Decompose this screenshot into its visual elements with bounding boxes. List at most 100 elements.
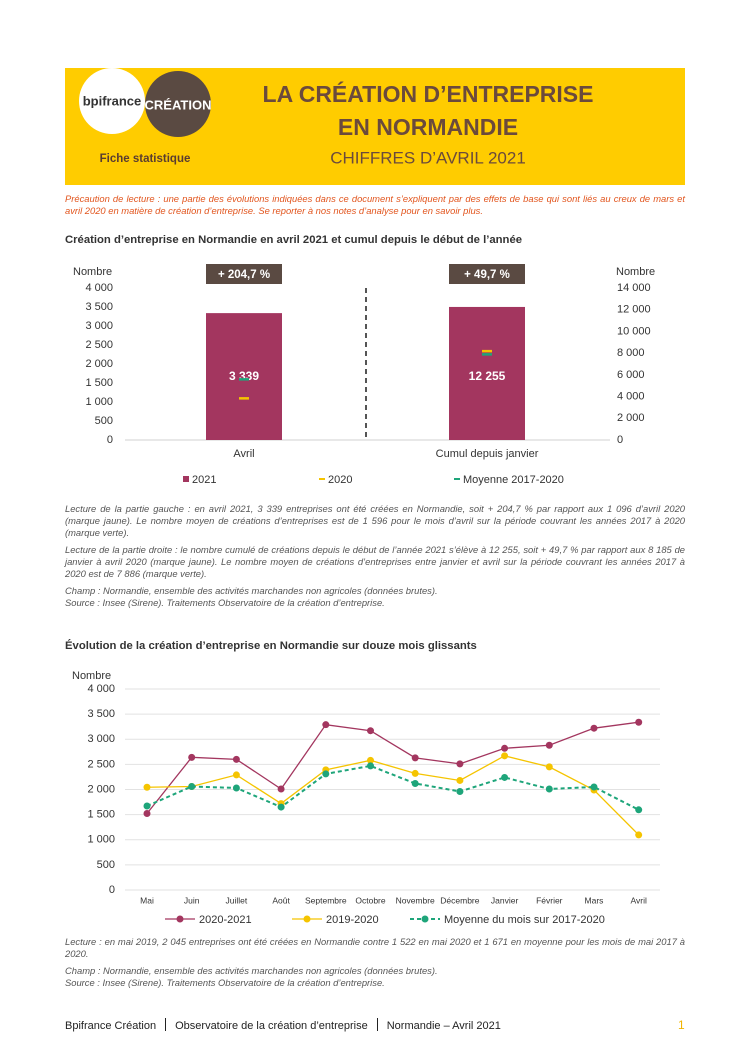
precaution: Précaution de lecture : une partie des é…	[65, 193, 685, 216]
y-tick-label: 1 000	[87, 834, 115, 846]
y-tick-label: 0	[107, 434, 113, 446]
annotation-box	[449, 264, 525, 284]
point	[411, 754, 419, 762]
footer-item: Bpifrance Création	[65, 1020, 157, 1032]
y-tick-label: 2 000	[85, 358, 113, 370]
annotation: + 49,7 %	[464, 269, 510, 281]
point	[501, 752, 509, 760]
legend-label: 2021	[192, 474, 216, 486]
x-tick-label: Avril	[233, 448, 254, 460]
y-tick-label: 4 000	[85, 282, 113, 294]
x-tick-label: Avril	[631, 895, 647, 905]
x-tick-label: Mars	[585, 895, 604, 905]
y-tick-label: 1 500	[87, 809, 115, 821]
bpifrance-logo	[79, 68, 145, 134]
y-tick-label: 2 500	[85, 339, 113, 351]
point	[545, 741, 553, 749]
axis-label: Nombre	[72, 670, 111, 682]
y-tick-label: 3 000	[85, 320, 113, 332]
point	[411, 779, 419, 787]
point	[143, 783, 151, 791]
x-tick-label: Octobre	[355, 895, 386, 905]
footer-item: Observatoire de la création d’entreprise	[175, 1020, 368, 1032]
logo-text: bpifrance	[83, 93, 142, 108]
point	[232, 784, 240, 792]
header-title: LA CRÉATION D’ENTREPRISE	[263, 80, 594, 107]
y2-tick-label: 2 000	[617, 412, 645, 424]
point	[501, 773, 509, 781]
value-label: 12 255	[469, 369, 506, 383]
separator	[165, 1018, 167, 1031]
note: Champ : Normandie, ensemble des activité…	[65, 965, 438, 976]
annotation-box	[206, 264, 282, 284]
y-tick-label: 0	[109, 884, 115, 896]
y2-tick-label: 12 000	[617, 304, 651, 316]
creation-logo	[145, 71, 211, 137]
point	[367, 762, 374, 770]
legend-label: 2019-2020	[326, 914, 379, 926]
point	[590, 724, 598, 732]
legend-swatch	[421, 915, 429, 923]
x-tick-label: Novembre	[396, 895, 435, 905]
point	[277, 803, 285, 811]
y-tick-label: 4 000	[87, 683, 115, 695]
x-tick-label: Cumul depuis janvier	[436, 448, 539, 460]
point	[456, 776, 464, 784]
point	[232, 755, 240, 763]
notes: Lecture de la partie gauche : en avril 2…	[65, 503, 685, 614]
point	[635, 831, 643, 839]
bar	[206, 313, 282, 440]
point	[545, 763, 553, 771]
fiche-label: Fiche statistique	[100, 153, 191, 165]
x-tick-label: Décembre	[440, 895, 479, 905]
legend-label: Moyenne 2017-2020	[463, 474, 564, 486]
y-tick-label: 500	[95, 415, 113, 427]
notes: Lecture : en mai 2019, 2 045 entreprises…	[65, 936, 685, 994]
point	[232, 771, 240, 779]
x-tick-label: Septembre	[305, 895, 347, 905]
y2-tick-label: 8 000	[617, 347, 645, 359]
y2-tick-label: 0	[617, 434, 623, 446]
y2-tick-label: 6 000	[617, 369, 645, 381]
note: Source : Insee (Sirene). Traitements Obs…	[65, 977, 385, 988]
axis-label: Nombre	[73, 266, 112, 278]
annotation: + 204,7 %	[218, 269, 270, 281]
point	[411, 769, 419, 777]
chart-title: Création d’entreprise en Normandie en av…	[65, 234, 523, 246]
bar	[449, 306, 525, 440]
note: Champ : Normandie, ensemble des activité…	[65, 585, 438, 596]
y-tick-label: 2 500	[87, 758, 115, 770]
x-tick-label: Juin	[184, 895, 200, 905]
x-tick-label: Juillet	[226, 895, 248, 905]
point	[456, 788, 464, 796]
point	[322, 721, 330, 729]
legend-swatch	[303, 915, 311, 923]
point	[367, 756, 374, 764]
chart-title: Évolution de la création d’entreprise en…	[65, 640, 477, 652]
header-title: EN NORMANDIE	[338, 114, 518, 140]
footer-item: Normandie – Avril 2021	[386, 1020, 501, 1032]
y-tick-label: 3 000	[87, 733, 115, 745]
y-tick-label: 3 500	[87, 708, 115, 720]
point	[188, 753, 196, 761]
note: Lecture : en mai 2019, 2 045 entreprises…	[65, 936, 685, 959]
point	[188, 782, 196, 790]
y2-tick-label: 14 000	[617, 282, 651, 294]
legend-label: Moyenne du mois sur 2017-2020	[444, 914, 605, 926]
point	[456, 760, 464, 768]
separator	[376, 1018, 378, 1031]
legend-swatch	[183, 476, 189, 482]
axis-label: Nombre	[616, 266, 655, 278]
legend-label: 2020-2021	[199, 914, 252, 926]
line	[146, 721, 639, 814]
y2-tick-label: 4 000	[617, 390, 645, 402]
note: Lecture de la partie gauche : en avril 2…	[65, 503, 685, 538]
x-tick-label: Février	[536, 895, 563, 905]
point	[143, 802, 151, 810]
y-tick-label: 2 000	[87, 783, 115, 795]
line	[146, 755, 640, 836]
footer: Bpifrance Création Observatoire de la cré…	[65, 1018, 501, 1032]
point	[277, 785, 285, 793]
